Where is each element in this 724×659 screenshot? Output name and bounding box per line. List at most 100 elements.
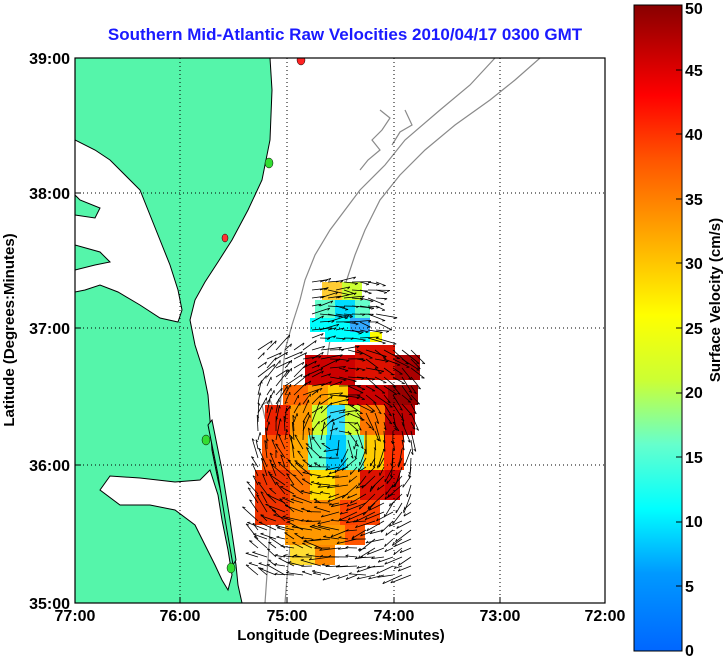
velocity-vector-head [319,387,323,391]
velocity-vector-head [252,475,256,478]
velocity-vector [385,529,394,536]
velocity-vector [292,415,295,432]
velocity-vector [360,556,376,558]
velocity-vector-head [275,340,277,344]
velocity-vector [242,506,259,522]
velocity-vector [345,555,358,558]
velocity-vector [365,538,385,544]
velocity-vector [351,289,368,292]
colorbar-label: Surface Velocity (cm/s) [707,218,724,382]
velocity-vector [392,367,403,375]
velocity-vector-head [261,457,264,461]
velocity-vector-head [291,421,295,425]
velocity-vector-head [345,508,349,511]
velocity-vector-head [376,283,380,286]
velocity-vector [311,307,330,315]
velocity-vector [293,373,310,387]
velocity-vector-head [295,462,299,464]
velocity-vector-head [382,357,387,359]
velocity-vector [275,443,286,459]
velocity-vector [260,533,277,540]
velocity-vector [268,559,277,567]
velocity-vector-head [271,439,275,442]
velocity-vector-head [345,520,349,524]
velocity-vector-head [288,434,292,437]
velocity-vector-head [294,434,298,437]
velocity-vector-head [328,373,331,377]
velocity-vector [311,333,324,339]
chesapeake-bay [75,139,183,323]
velocity-vector-head [306,509,310,512]
velocity-vector [375,297,388,300]
velocity-vector-head [300,519,304,522]
velocity-vector-head [371,378,375,381]
velocity-vector [320,492,331,495]
velocity-vector [383,349,400,359]
velocity-vector [402,475,412,488]
velocity-vector [401,358,420,371]
velocity-vector-head [345,396,349,399]
velocity-vector [320,421,325,441]
velocity-vector [275,369,290,387]
velocity-vector-head [294,554,298,556]
velocity-vector [392,385,401,395]
velocity-vector-head [270,395,272,399]
velocity-vector-head [416,362,420,364]
velocity-vector [343,281,358,284]
velocity-vector [360,529,376,537]
velocity-vector [374,376,387,384]
velocity-vector [252,475,259,486]
velocity-vector-head [365,540,369,544]
velocity-vector [383,385,398,395]
x-axis-label: Longitude (Degrees:Minutes) [237,627,445,644]
velocity-vector-head [368,426,372,429]
velocity-vector-head [257,481,261,484]
velocity-vector [391,448,394,467]
velocity-vector-head [342,338,346,341]
velocity-vector-head [254,536,258,538]
velocity-vector-head [277,526,281,529]
velocity-vector [297,450,304,459]
velocity-vector-head [274,563,278,565]
velocity-vector [320,415,331,423]
velocity-vector [253,536,268,549]
velocity-vector-head [320,406,323,410]
velocity-vector [347,367,360,370]
velocity-vector [257,567,268,576]
velocity-vector-head [308,380,312,384]
colorbar-tick-marks [676,69,682,587]
velocity-vector-head [394,543,397,547]
velocity-vector-head [285,351,288,355]
velocity-vector-head [275,357,277,361]
velocity-vector-head [305,443,309,445]
velocity-vector [356,430,364,449]
velocity-vector-head [360,555,364,558]
colorbar-tick-label: 40 [685,127,703,144]
velocity-vector-head [408,390,412,393]
velocity-vector-head [314,360,317,364]
velocity-vector [274,573,295,576]
velocity-vector-head [320,554,324,557]
velocity-vector [329,421,335,441]
velocity-vector-head [252,551,256,553]
velocity-vector [355,520,376,528]
velocity-vector [384,466,394,483]
velocity-vector-head [339,354,343,358]
velocity-vector [283,416,286,432]
velocity-vector [376,565,394,575]
velocity-vector [356,565,367,569]
velocity-vector [374,358,389,362]
velocity-vector [265,427,268,441]
velocity-vector [275,482,286,495]
velocity-vector-head [349,314,353,317]
y-tick-label: 39:00 [29,51,70,68]
velocity-vector-head [316,389,319,393]
velocity-vector [401,367,412,380]
velocity-vector-head [412,427,416,430]
velocity-vector-head [402,439,405,443]
velocity-vector [365,403,376,412]
velocity-vector [251,463,259,477]
velocity-vector-head [275,524,279,527]
velocity-vector-head [384,496,387,500]
velocity-vector [351,297,364,300]
